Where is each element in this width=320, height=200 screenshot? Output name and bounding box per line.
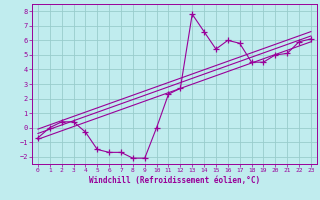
X-axis label: Windchill (Refroidissement éolien,°C): Windchill (Refroidissement éolien,°C)	[89, 176, 260, 185]
